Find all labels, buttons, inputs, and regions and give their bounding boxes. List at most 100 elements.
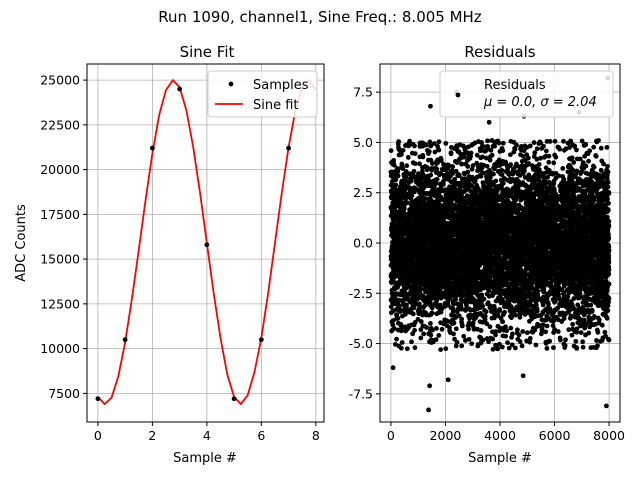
sample-point — [122, 337, 128, 343]
residual-point — [424, 325, 430, 330]
residual-point — [433, 337, 439, 343]
residual-point — [431, 141, 437, 146]
residual-point — [409, 193, 415, 199]
residual-point — [398, 345, 404, 351]
residual-point — [432, 149, 438, 155]
sine-fit-xtick-label: 0 — [94, 428, 102, 443]
residual-point — [512, 345, 518, 351]
residual-point — [406, 142, 412, 148]
sine-fit-ticks: 0 2 4 6 875001000012500150001750020000225002… — [40, 73, 320, 443]
legend-samples-label: Samples — [253, 78, 309, 93]
residuals-panel: Residuals 0 2000 4000 6000 8000-7.5-5.0-2.50… — [349, 43, 625, 466]
residual-point — [465, 163, 471, 169]
residual-point — [468, 150, 474, 156]
residual-point — [412, 327, 417, 333]
residual-point — [412, 345, 418, 351]
residual-point — [412, 161, 418, 167]
residual-point — [410, 311, 416, 317]
residual-point — [428, 197, 434, 203]
residual-point — [418, 319, 424, 324]
residual-point — [459, 323, 465, 329]
sine-fit-xtick-label: 2 — [148, 428, 156, 443]
sine-fit-title: Sine Fit — [180, 43, 235, 61]
residual-point — [396, 302, 402, 308]
residual-point — [439, 326, 445, 332]
residual-point — [388, 304, 394, 310]
residual-point — [500, 180, 506, 186]
residual-point — [404, 200, 410, 206]
residual-point — [427, 139, 433, 145]
residuals-plot — [388, 75, 612, 413]
residual-point — [428, 332, 434, 338]
residual-point — [502, 309, 507, 315]
residual-point — [503, 333, 509, 339]
sine-fit-xtick-label: 6 — [257, 428, 265, 443]
sine-fit-xlabel: Sample # — [173, 451, 237, 466]
residual-point — [519, 343, 525, 349]
sine-fit-ytick-label: 7500 — [48, 386, 80, 401]
residual-point — [391, 326, 397, 331]
residual-point — [398, 152, 404, 157]
residual-point — [417, 161, 422, 167]
residual-point — [505, 340, 511, 346]
residual-point — [393, 182, 399, 188]
sine-fit-ytick-label: 22500 — [40, 117, 80, 132]
residual-point — [497, 307, 502, 312]
sample-point — [95, 396, 101, 402]
residual-point — [418, 335, 424, 341]
residual-point — [411, 168, 417, 174]
residual-point — [434, 176, 440, 182]
residual-point — [517, 339, 523, 344]
residual-point — [393, 177, 399, 183]
residual-point — [451, 331, 456, 337]
residual-point — [407, 138, 412, 144]
residual-point — [436, 139, 442, 145]
residual-point — [514, 142, 519, 148]
residual-point — [395, 166, 401, 172]
residual-point — [410, 296, 416, 302]
residual-point — [428, 143, 434, 149]
residual-point — [392, 342, 398, 347]
residual-point — [411, 305, 417, 311]
residual-point — [399, 340, 405, 345]
residual-point — [424, 190, 430, 196]
residual-point — [480, 337, 486, 343]
residual-point — [500, 319, 506, 325]
residual-point — [390, 318, 396, 323]
residual-point — [418, 327, 424, 333]
residual-point — [485, 138, 490, 144]
sine-fit-legend: Samples Sine fit — [207, 70, 318, 118]
residual-point — [434, 298, 440, 303]
residual-point — [491, 171, 496, 177]
sine-fit-ylabel: ADC Counts — [14, 204, 29, 282]
residual-point — [403, 173, 409, 179]
sine-fit-panel: Sine Fit 0 2 4 6 875001000012500150001750020… — [14, 43, 325, 466]
residual-point — [483, 309, 489, 315]
residual-point — [512, 202, 518, 208]
residual-point — [510, 331, 515, 337]
residual-point — [388, 148, 394, 153]
residual-point — [504, 328, 510, 334]
residual-point — [461, 154, 467, 160]
residual-point — [452, 176, 458, 182]
residual-point — [426, 149, 432, 154]
residual-point — [434, 325, 439, 331]
sine-fit-axes-frame — [86, 63, 325, 423]
residual-point — [421, 331, 427, 337]
residual-point — [436, 147, 442, 153]
residual-point — [420, 154, 426, 160]
sine-fit-ytick-label: 15000 — [40, 252, 80, 267]
residual-point — [490, 336, 496, 342]
residual-point — [423, 142, 429, 148]
residual-point — [443, 346, 449, 352]
residual-point — [453, 326, 459, 332]
residual-point — [465, 169, 471, 175]
sine-fit-ytick-label: 25000 — [40, 73, 80, 88]
residual-point — [396, 139, 402, 145]
residual-point — [451, 320, 457, 326]
residual-point — [401, 277, 407, 283]
residual-point — [394, 336, 399, 342]
residual-point — [487, 175, 493, 181]
residual-point — [478, 328, 484, 333]
